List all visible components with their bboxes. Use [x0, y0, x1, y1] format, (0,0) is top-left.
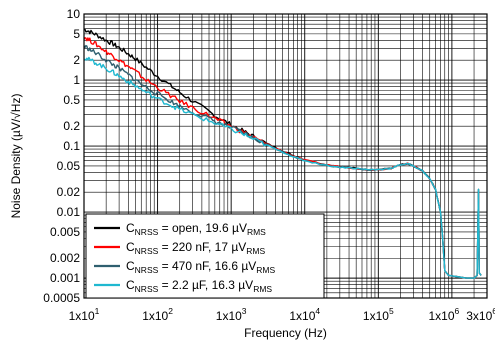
x-tick-label: 1x102 — [142, 306, 173, 323]
y-tick-label: 5 — [73, 27, 80, 41]
series-line-4 — [83, 56, 482, 279]
x-tick-label: 1x106 — [429, 306, 460, 323]
y-tick-label: 0.01 — [57, 205, 81, 219]
y-tick-label: 0.5 — [63, 93, 80, 107]
y-tick-label: 0.0005 — [43, 291, 80, 305]
y-tick-label: 0.001 — [50, 271, 80, 285]
x-tick-label: 3x106 — [466, 306, 495, 323]
y-axis-label: Noise Density (µV/√Hz) — [9, 94, 23, 219]
x-tick-label: 1x101 — [69, 306, 100, 323]
y-tick-label: 0.02 — [57, 185, 81, 199]
y-tick-label: 0.2 — [63, 119, 80, 133]
y-tick-label: 2 — [73, 53, 80, 67]
legend-entry: CNRSS = 2.2 µF, 16.3 µVRMS — [126, 278, 272, 294]
y-tick-label: 0.05 — [57, 159, 81, 173]
x-tick-label: 1x103 — [216, 306, 247, 323]
y-tick-label: 10 — [67, 7, 81, 21]
y-tick-label: 0.002 — [50, 251, 80, 265]
legend: CNRSS = open, 19.6 µVRMS CNRSS = 220 nF, … — [85, 213, 325, 299]
legend-entry: CNRSS = open, 19.6 µVRMS — [126, 221, 266, 237]
x-axis-label: Frequency (Hz) — [244, 326, 327, 340]
x-tick-label: 1x105 — [363, 306, 394, 323]
series-layer — [83, 28, 482, 279]
x-tick-label: 1x104 — [289, 306, 320, 323]
y-tick-label: 0.005 — [50, 225, 80, 239]
legend-entry: CNRSS = 220 nF, 17 µVRMS — [126, 240, 266, 256]
y-tick-label: 0.1 — [63, 139, 80, 153]
tick-labels: 10 5 2 1 0.5 0.2 0.1 0.05 0.02 0.01 0.005 0.002 0.00… — [43, 7, 495, 323]
y-tick-label: 1 — [73, 73, 80, 87]
legend-box — [85, 213, 325, 299]
legend-entry: CNRSS = 470 nF, 16.6 µVRMS — [126, 259, 276, 275]
